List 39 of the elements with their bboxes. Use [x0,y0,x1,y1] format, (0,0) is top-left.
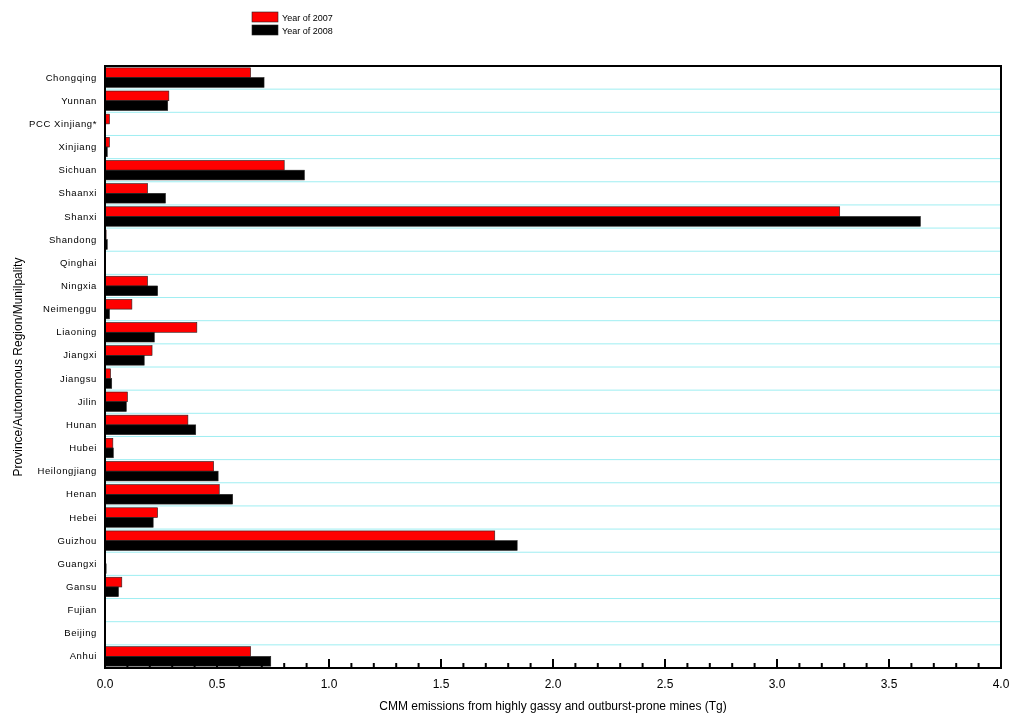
x-tick-label: 3.0 [768,677,786,691]
y-tick-label: Shaanxi [58,187,97,199]
legend-label: Year of 2007 [282,13,333,23]
x-tick-label: 2.0 [544,677,562,691]
y-tick-label: Jiangsu [60,372,97,384]
y-tick-label: Chongqing [45,71,97,83]
y-tick-label: Neimenggu [43,303,97,315]
y-tick-label: Guizhou [57,534,97,546]
y-tick-label: Fujian [67,604,97,616]
x-tick-label: 0.0 [96,677,114,691]
y-tick-label: Heilongjiang [37,465,97,477]
y-tick-label: Sichuan [58,164,97,176]
y-tick-label: Henan [66,488,97,500]
y-tick-label: PCC Xinjiang* [29,117,97,129]
x-axis-title: CMM emissions from highly gassy and outburst-prone mines (Tg) [379,699,727,713]
y-tick-label: Xinjiang [58,141,97,153]
x-tick-label: 0.5 [208,677,226,691]
y-tick-label: Beijing [64,627,97,639]
y-tick-label: Jiangxi [63,349,97,361]
y-tick-label: Yunnan [61,94,97,106]
y-tick-label: Anhui [69,650,97,662]
y-tick-label: Hunan [66,418,97,430]
x-tick-label: 2.5 [656,677,674,691]
y-tick-label: Liaoning [56,326,97,338]
x-tick-label: 1.0 [320,677,338,691]
y-tick-label: Jilin [77,395,97,407]
x-tick-label: 4.0 [992,677,1010,691]
y-tick-label: Shandong [48,233,97,245]
y-tick-label: Ningxia [61,279,98,291]
x-tick-label: 1.5 [432,677,450,691]
y-tick-label: Hebei [69,511,97,523]
y-tick-label: Guangxi [57,557,97,569]
y-tick-label: Shanxi [64,210,97,222]
y-axis-title: Province/Autonomous Region/Munilpality [11,257,25,477]
y-tick-label: Hubei [69,442,97,454]
y-tick-label: Gansu [66,580,97,592]
y-tick-label: Qinghai [60,256,97,268]
x-tick-label: 3.5 [880,677,898,691]
legend-label: Year of 2008 [282,26,333,36]
